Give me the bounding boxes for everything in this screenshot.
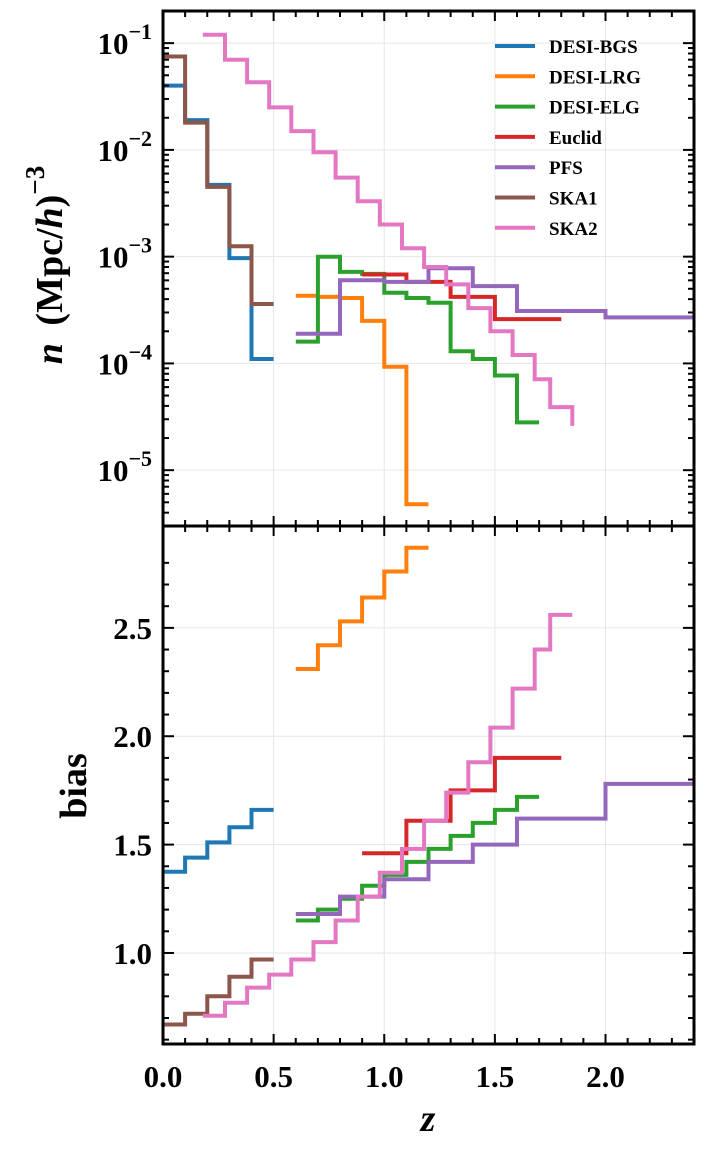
density-y-tick-label: 10−4 [97, 339, 152, 381]
bias-series-ska2 [202, 612, 573, 1018]
bias-series-pfs [295, 781, 694, 916]
bias-y-tick-label: 1.5 [113, 828, 152, 863]
bias-y-tick-label: 1.0 [113, 936, 152, 971]
density-y-tick-label: 10−3 [97, 233, 152, 275]
bias-y-axis-label: bias [53, 753, 95, 818]
legend-label-desi-lrg: DESI-LRG [549, 67, 641, 88]
legend-label-euclid: Euclid [549, 128, 602, 149]
density-series [163, 32, 694, 507]
bias-series [163, 545, 694, 1027]
bias-y-tick-label: 2.0 [113, 719, 152, 754]
x-axis-label: z [419, 1098, 436, 1140]
legend: DESI-BGS DESI-LRG DESI-ELG Euclid PFS SKA1 SKA… [495, 37, 641, 240]
density-series-desi-bgs [163, 83, 274, 361]
density-y-tick-label: 10−2 [97, 126, 152, 168]
bias-series-euclid [362, 755, 562, 856]
x-tick-label: 0.0 [144, 1059, 183, 1094]
bias-panel: 1.0 1.5 2.0 2.5 0.0 0.5 1.0 1.5 2.0 bias z [53, 524, 696, 1140]
density-series-euclid [362, 272, 562, 322]
density-series-ska2 [202, 32, 575, 426]
bias-series-desi-lrg [295, 545, 429, 671]
density-panel: 10−5 10−4 10−3 10−2 10−1 n (Mpc/h)−3 DESI-BG… [20, 9, 696, 528]
density-y-tick-labels: 10−5 10−4 10−3 10−2 10−1 [97, 19, 152, 488]
bias-ticks [163, 526, 694, 1044]
x-tick-labels: 0.0 0.5 1.0 1.5 2.0 [144, 1059, 625, 1094]
legend-label-ska2: SKA2 [549, 219, 598, 240]
bias-series-desi-bgs [163, 807, 274, 874]
density-series-desi-lrg [295, 293, 429, 507]
legend-label-ska1: SKA1 [549, 189, 598, 210]
density-y-tick-label: 10−5 [97, 446, 152, 488]
legend-label-pfs: PFS [549, 158, 583, 179]
density-grid [162, 11, 694, 526]
bias-series-ska1 [163, 957, 274, 1027]
x-tick-label: 2.0 [586, 1059, 625, 1094]
bias-series-desi-elg [295, 794, 540, 923]
x-tick-label: 0.5 [254, 1059, 293, 1094]
bias-y-tick-label: 2.5 [113, 611, 152, 646]
density-series-desi-elg [295, 254, 540, 425]
density-y-axis-label: n (Mpc/h)−3 [20, 166, 71, 364]
bias-y-tick-labels: 1.0 1.5 2.0 2.5 [113, 611, 152, 971]
legend-label-desi-bgs: DESI-BGS [549, 37, 638, 58]
density-y-tick-label: 10−1 [97, 19, 152, 61]
legend-label-desi-elg: DESI-ELG [549, 98, 640, 119]
x-tick-label: 1.5 [476, 1059, 515, 1094]
density-series-ska1 [163, 54, 274, 306]
x-tick-label: 1.0 [365, 1059, 404, 1094]
density-series-pfs [295, 266, 694, 336]
